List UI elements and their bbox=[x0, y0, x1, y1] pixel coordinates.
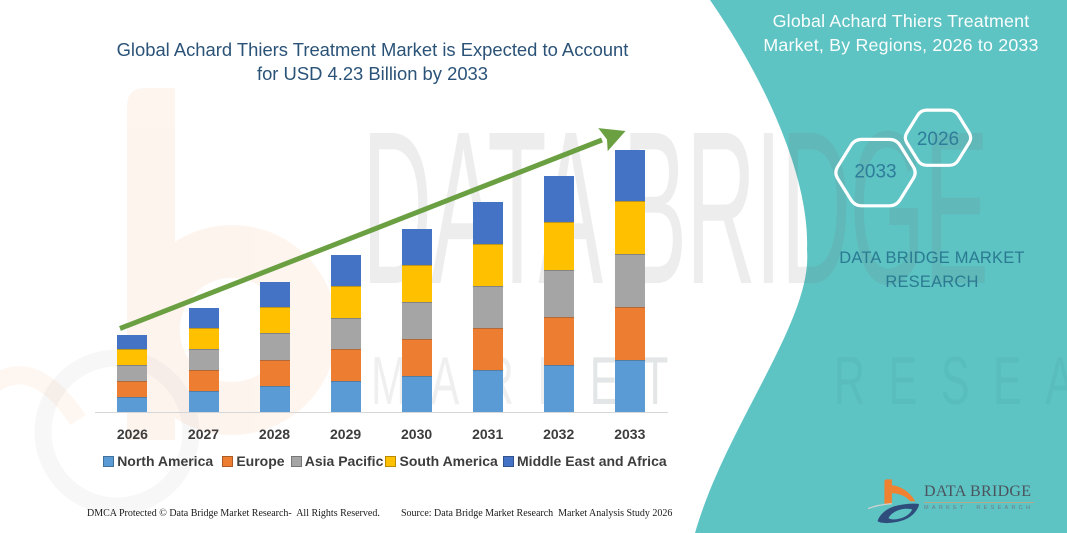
svg-text:2026: 2026 bbox=[917, 129, 959, 150]
svg-text:2033: 2033 bbox=[854, 162, 896, 183]
